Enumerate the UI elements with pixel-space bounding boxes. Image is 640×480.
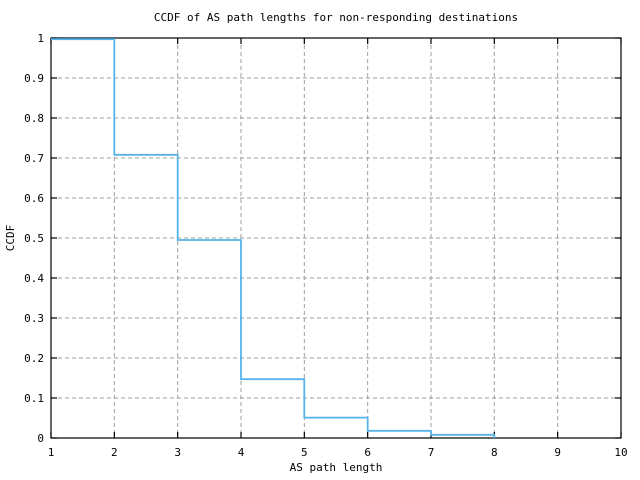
x-tick-label: 10 (614, 446, 627, 459)
y-axis-label: CCDF (4, 225, 17, 252)
y-tick-label: 0.5 (24, 232, 44, 245)
y-tick-label: 0.8 (24, 112, 44, 125)
x-tick-label: 2 (111, 446, 118, 459)
x-tick-label: 9 (554, 446, 561, 459)
x-tick-label: 5 (301, 446, 308, 459)
y-tick-label: 0.4 (24, 272, 44, 285)
y-tick-label: 0.9 (24, 72, 44, 85)
y-tick-label: 0.3 (24, 312, 44, 325)
x-tick-label: 6 (364, 446, 371, 459)
x-tick-label: 4 (238, 446, 245, 459)
ccdf-line (51, 38, 496, 438)
plot-border (50, 37, 622, 439)
x-tick-label: 7 (428, 446, 435, 459)
y-tick-labels: 0 0.1 0.2 0.3 0.4 0.5 0.6 0.7 0.8 0.9 1 (24, 32, 44, 445)
y-tick-label: 0.7 (24, 152, 44, 165)
chart-title: CCDF of AS path lengths for non-respondi… (154, 11, 518, 24)
x-tick-label: 1 (48, 446, 55, 459)
x-axis-label: AS path length (290, 461, 383, 474)
y-tick-label: 0.1 (24, 392, 44, 405)
x-tick-label: 8 (491, 446, 498, 459)
x-tick-labels: 1 2 3 4 5 6 7 8 9 10 (48, 446, 628, 459)
y-tick-label: 1 (37, 32, 44, 45)
y-tick-label: 0.2 (24, 352, 44, 365)
x-tick-label: 3 (174, 446, 181, 459)
y-tick-label: 0.6 (24, 192, 44, 205)
y-tick-label: 0 (37, 432, 44, 445)
